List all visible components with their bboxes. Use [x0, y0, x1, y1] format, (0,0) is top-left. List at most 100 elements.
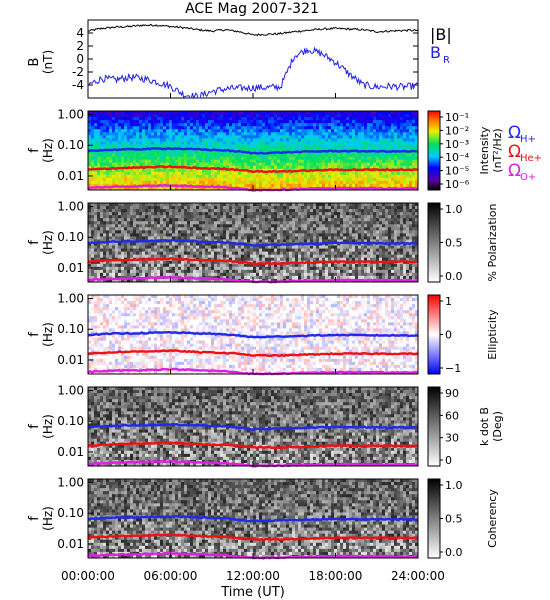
series-line-b-magnitude	[87, 23, 419, 37]
panel-1-ytick-label: 2	[76, 39, 84, 53]
legend-omega-h-symbol: Ω	[508, 123, 521, 143]
freq-tick-label: 0.10	[57, 322, 84, 336]
series-line-br	[87, 46, 419, 100]
freq-tick-label: 0.10	[57, 506, 84, 520]
colorbar-tick-label: 1	[445, 295, 452, 308]
colorbar-tick-label: 10⁻³	[445, 138, 469, 151]
colorbar-tick-label: 10⁻²	[445, 124, 469, 137]
freq-tick-label: 0.10	[57, 414, 84, 428]
panel-1-frame	[87, 19, 419, 99]
colorbar-tick-label: 10⁻⁵	[445, 165, 469, 178]
x-tick-label: 24:00:00	[391, 569, 445, 583]
legend-omega: Ω H+ Ω He+ Ω O+	[508, 123, 542, 183]
freq-tick-label: 0.10	[57, 138, 84, 152]
freq-tick-label: 1.00	[57, 108, 84, 122]
freq-tick-label: 0.10	[57, 230, 84, 244]
colorbar-1	[427, 110, 441, 191]
gyro-line-omega-he	[87, 441, 419, 450]
freq-ylabel-top: f	[27, 516, 42, 521]
panel-1-lines	[87, 23, 419, 100]
colorbar-tick-label: 0.0	[445, 546, 463, 559]
freq-ylabel-bottom: (Hz)	[41, 138, 55, 163]
colorbar-title: Ellipticity	[486, 309, 499, 360]
figure-title: ACE Mag 2007-321	[185, 1, 319, 17]
colorbar-5	[427, 478, 441, 559]
spectrogram-panel-2: 1.00 0.10 0.01 f (Hz) 1.0 0.5 0.0 % Polarization	[27, 200, 499, 284]
freq-ylabel-bottom: (Hz)	[41, 506, 55, 531]
legend-omega-o-symbol: Ω	[508, 161, 521, 181]
colorbar-title: k dot B	[478, 407, 491, 446]
colorbar-tick-label: 1.0	[445, 479, 463, 492]
freq-ylabel-top: f	[27, 148, 42, 153]
colorbar-tick-label: 0.0	[445, 270, 463, 283]
colorbar-title: Intensity	[478, 126, 491, 174]
colorbar-tick-label: 30	[445, 432, 459, 445]
legend-br: B	[430, 43, 441, 62]
x-tick-label: 06:00:00	[144, 569, 198, 583]
x-axis: 00:00:00 06:00:00 12:00:00 18:00:00 24:00:00	[61, 569, 445, 583]
x-axis-label: Time (UT)	[220, 585, 285, 600]
legend-b-magnitude: |B|	[430, 25, 452, 44]
freq-ylabel-bottom: (Hz)	[41, 230, 55, 255]
spectrogram-panel-3: 1.00 0.10 0.01 f (Hz) 1 0 −1 Ellipticity	[27, 292, 499, 376]
spectrogram-panel-4: 1.00 0.10 0.01 f (Hz) 90 60 30 0 k dot B (Deg)	[27, 384, 504, 468]
gyro-line-omega-he	[87, 257, 419, 266]
colorbar-unit: (Deg)	[491, 411, 504, 442]
freq-tick-label: 0.01	[57, 353, 84, 367]
colorbar-tick-label: 0	[445, 329, 452, 342]
legend-br-subscript: R	[443, 55, 450, 66]
legend-omega-o-label: O+	[520, 172, 536, 183]
panel-1-ytick-label: 4	[76, 26, 84, 40]
legend-omega-he-symbol: Ω	[508, 142, 521, 162]
freq-ylabel-bottom: (Hz)	[41, 414, 55, 439]
freq-tick-label: 1.00	[57, 384, 84, 398]
freq-ylabel-top: f	[27, 424, 42, 429]
spectrogram-panels: 1.000.100.01f (Hz)10⁻¹10⁻²10⁻³10⁻⁴10⁻⁵10⁻…	[27, 108, 504, 560]
legend-omega-he-label: He+	[520, 153, 542, 164]
freq-tick-label: 0.01	[57, 537, 84, 551]
colorbar-2	[427, 202, 441, 283]
gyro-line-omega-h	[87, 146, 419, 155]
x-tick-label: 00:00:00	[61, 569, 115, 583]
freq-tick-label: 0.01	[57, 261, 84, 275]
colorbar-title: % Polarization	[486, 204, 499, 282]
colorbar-tick-label: 10⁻⁴	[445, 151, 470, 164]
legend-omega-h-label: H+	[520, 134, 536, 145]
gyro-line-omega-he	[87, 533, 419, 542]
gyro-line-omega-h	[87, 514, 419, 523]
colorbar-tick-label: 10⁻¹	[445, 111, 469, 124]
colorbar-tick-label: −1	[445, 362, 461, 375]
spectrogram-panel-1: 1.00 0.10 0.01 f (Hz) 10⁻¹10⁻²10⁻³10⁻⁴10⁻⁵10⁻…	[27, 108, 504, 192]
panel-1-ytick-label: -4	[72, 78, 84, 92]
panel-1-ylabel-bottom: (nT)	[41, 50, 55, 74]
colorbar-tick-label: 60	[445, 409, 459, 422]
freq-tick-label: 1.00	[57, 476, 84, 490]
panel-1-ytick-label: -2	[72, 65, 84, 79]
freq-tick-label: 1.00	[57, 200, 84, 214]
freq-tick-label: 0.01	[57, 169, 84, 183]
x-tick-label: 12:00:00	[226, 569, 280, 583]
colorbar-unit: (nT²/Hz)	[491, 128, 504, 172]
colorbar-tick-label: 10⁻⁶	[445, 178, 470, 191]
colorbar-3	[427, 294, 441, 375]
gyro-line-omega-he	[87, 165, 419, 174]
panel-1-ytick-label: 0	[76, 52, 84, 66]
colorbar-4	[427, 386, 441, 467]
gyro-line-omega-h	[87, 238, 419, 247]
panel-magnetic-field: 420-2-4 B (nT) |B| B R	[27, 19, 452, 100]
freq-ylabel-top: f	[27, 240, 42, 245]
gyro-line-omega-h	[87, 422, 419, 431]
freq-ylabel-top: f	[27, 332, 42, 337]
colorbar-title: Coherency	[486, 489, 499, 548]
colorbar-tick-label: 0	[445, 454, 452, 467]
gyro-line-omega-he	[87, 349, 419, 358]
colorbar-tick-label: 0.5	[445, 513, 463, 526]
freq-tick-label: 1.00	[57, 292, 84, 306]
spectrogram-panel-5: 1.00 0.10 0.01 f (Hz) 1.0 0.5 0.0 Coherency	[27, 476, 499, 560]
freq-ylabel-bottom: (Hz)	[41, 322, 55, 347]
colorbar-tick-label: 90	[445, 387, 459, 400]
gyro-line-omega-h	[87, 330, 419, 339]
freq-tick-label: 0.01	[57, 445, 84, 459]
colorbar-tick-label: 1.0	[445, 203, 463, 216]
